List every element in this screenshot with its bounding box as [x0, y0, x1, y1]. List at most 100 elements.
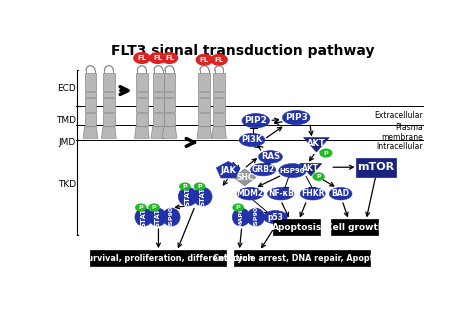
Bar [103, 98, 115, 111]
Ellipse shape [232, 208, 250, 226]
Text: AKT: AKT [302, 164, 319, 173]
FancyBboxPatch shape [91, 250, 227, 266]
Ellipse shape [239, 133, 265, 146]
Bar [213, 92, 225, 97]
Text: FL: FL [153, 55, 162, 61]
Bar [164, 112, 175, 126]
Ellipse shape [163, 208, 180, 226]
Text: P: P [316, 174, 321, 179]
Text: HSP90: HSP90 [253, 206, 258, 229]
Text: Cell cycle arrest, DNA repair, Apoptosis: Cell cycle arrest, DNA repair, Apoptosis [213, 254, 391, 263]
Ellipse shape [242, 114, 270, 128]
Text: FHKR: FHKR [301, 189, 325, 198]
Bar [199, 92, 210, 97]
Circle shape [136, 204, 146, 211]
Text: P: P [236, 205, 240, 210]
Polygon shape [234, 169, 256, 186]
Bar [103, 112, 115, 126]
Text: Extracellular: Extracellular [374, 111, 423, 120]
Circle shape [180, 183, 190, 190]
Text: FL: FL [214, 57, 224, 63]
Bar [84, 98, 96, 111]
Polygon shape [162, 127, 177, 138]
FancyBboxPatch shape [234, 250, 370, 266]
Text: NF-κB: NF-κB [268, 189, 294, 198]
Text: P: P [152, 205, 156, 210]
Text: RAS: RAS [261, 152, 280, 162]
Bar [213, 98, 225, 111]
Bar [213, 112, 225, 126]
Circle shape [194, 183, 205, 190]
Text: PIP3: PIP3 [285, 113, 308, 122]
Text: ECD: ECD [57, 84, 76, 93]
Circle shape [313, 173, 324, 180]
Bar [213, 73, 225, 91]
Bar [153, 73, 164, 91]
Bar [199, 98, 210, 111]
Bar [136, 73, 148, 91]
Text: STAT: STAT [185, 187, 191, 206]
Text: P: P [197, 184, 202, 189]
Text: p53: p53 [267, 213, 283, 222]
Polygon shape [300, 163, 322, 176]
Text: HSP90: HSP90 [169, 206, 174, 229]
Text: MAPK: MAPK [238, 207, 244, 228]
Ellipse shape [279, 164, 306, 177]
Bar [164, 98, 175, 111]
Bar [84, 92, 96, 97]
Bar [164, 92, 175, 97]
Polygon shape [135, 127, 149, 138]
Text: STAT: STAT [200, 187, 206, 206]
Text: Apoptosis: Apoptosis [272, 223, 322, 232]
Circle shape [196, 54, 212, 65]
Ellipse shape [247, 208, 264, 226]
Text: AKT: AKT [307, 139, 326, 148]
Circle shape [211, 54, 227, 65]
Bar [103, 73, 115, 91]
Ellipse shape [283, 110, 310, 125]
Ellipse shape [300, 187, 325, 200]
FancyBboxPatch shape [331, 219, 378, 235]
Bar [136, 98, 148, 111]
Polygon shape [212, 127, 227, 138]
Text: P: P [138, 205, 143, 210]
Text: FL: FL [165, 55, 174, 61]
Bar [153, 92, 164, 97]
Ellipse shape [264, 210, 287, 224]
Text: Cell growth: Cell growth [326, 223, 384, 232]
Bar [84, 73, 96, 91]
Polygon shape [197, 127, 212, 138]
Ellipse shape [237, 187, 264, 200]
Text: P: P [324, 151, 328, 156]
Bar [153, 98, 164, 111]
Ellipse shape [193, 187, 212, 206]
Text: FL: FL [137, 55, 146, 61]
Circle shape [161, 53, 178, 63]
Polygon shape [83, 127, 98, 138]
FancyBboxPatch shape [356, 158, 396, 177]
Ellipse shape [267, 187, 294, 200]
Circle shape [150, 53, 166, 63]
Text: MDM2: MDM2 [237, 189, 264, 198]
Text: TMD: TMD [56, 116, 76, 125]
Text: STAT: STAT [155, 208, 161, 227]
Text: P: P [182, 184, 187, 189]
Ellipse shape [329, 187, 352, 200]
Text: Cell survival, proliferation, differentiation: Cell survival, proliferation, differenti… [63, 254, 254, 263]
Polygon shape [101, 127, 116, 138]
Bar [136, 92, 148, 97]
Text: FL: FL [200, 57, 209, 63]
Bar [199, 73, 210, 91]
Bar [153, 112, 164, 126]
Ellipse shape [258, 151, 283, 163]
Text: Plasma
membrane: Plasma membrane [381, 123, 423, 142]
Text: PIP2: PIP2 [244, 116, 267, 125]
Text: PI3K: PI3K [241, 136, 263, 145]
Ellipse shape [251, 163, 275, 176]
Circle shape [233, 204, 243, 211]
Ellipse shape [178, 187, 197, 206]
Bar [199, 112, 210, 126]
Circle shape [320, 149, 332, 157]
Text: TKD: TKD [58, 180, 76, 189]
Ellipse shape [135, 208, 153, 226]
